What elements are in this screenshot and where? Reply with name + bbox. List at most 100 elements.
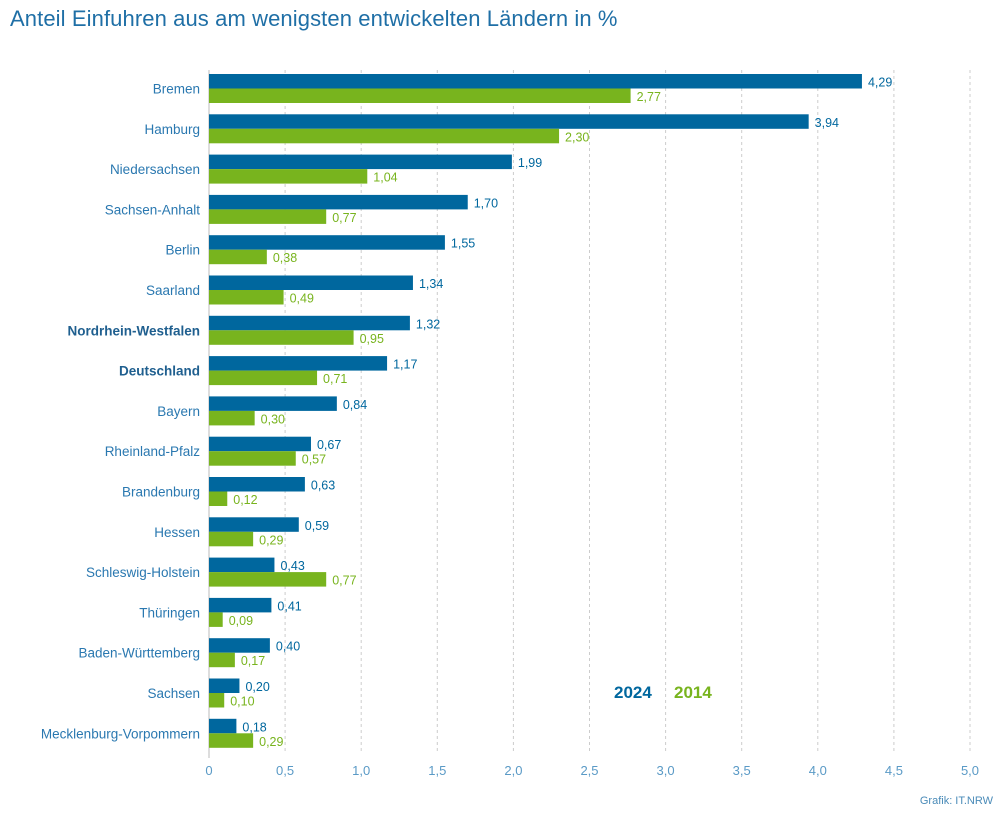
x-tick-label: 5,0 <box>961 763 979 778</box>
bar-2024 <box>209 315 410 331</box>
data-label-2024: 0,43 <box>280 559 304 573</box>
data-label-2024: 1,70 <box>474 196 498 210</box>
x-tick-label: 3,0 <box>657 763 675 778</box>
bar-2024 <box>209 154 512 170</box>
data-label-2024: 0,63 <box>311 479 335 493</box>
x-tick-label: 4,5 <box>885 763 903 778</box>
data-label-2014: 0,29 <box>259 735 283 749</box>
bar-2024 <box>209 597 272 613</box>
bar-2014 <box>209 370 318 386</box>
x-tick-label: 1,0 <box>352 763 370 778</box>
bar-2014 <box>209 330 354 345</box>
data-label-2014: 0,12 <box>233 493 257 507</box>
data-label-2024: 1,32 <box>416 317 440 331</box>
bar-2024 <box>209 396 337 411</box>
category-label: Nordrhein-Westfalen <box>67 323 200 338</box>
bar-2014 <box>209 410 255 426</box>
category-label: Hessen <box>154 525 200 540</box>
category-label: Bayern <box>157 404 200 419</box>
bar-2024 <box>209 678 240 693</box>
data-label-2024: 1,55 <box>451 237 475 251</box>
category-label: Berlin <box>165 243 200 258</box>
legend-item-2014: 2014 <box>674 683 712 702</box>
category-label: Thüringen <box>139 605 200 620</box>
x-tick-label: 1,5 <box>428 763 446 778</box>
data-label-2014: 0,95 <box>360 332 384 346</box>
x-tick-label: 3,5 <box>733 763 751 778</box>
bar-2014 <box>209 249 267 265</box>
data-label-2024: 1,99 <box>518 156 542 170</box>
bar-2014 <box>209 572 327 587</box>
chart-title: Anteil Einfuhren aus am wenigsten entwic… <box>10 6 618 31</box>
bar-2024 <box>209 517 299 532</box>
category-label: Sachsen-Anhalt <box>105 202 201 217</box>
category-label: Mecklenburg-Vorpommern <box>41 726 200 741</box>
legend-item-2024: 2024 <box>614 683 652 702</box>
category-label: Rheinland-Pfalz <box>105 444 201 459</box>
x-tick-label: 4,0 <box>809 763 827 778</box>
category-label: Brandenburg <box>122 485 200 500</box>
data-label-2024: 3,94 <box>815 116 839 130</box>
data-label-2014: 0,17 <box>241 654 265 668</box>
category-label: Schleswig-Holstein <box>86 565 200 580</box>
bar-2014 <box>209 531 254 547</box>
data-label-2014: 0,57 <box>302 453 326 467</box>
bar-2024 <box>209 114 809 129</box>
data-label-2024: 1,17 <box>393 358 417 372</box>
bar-2024 <box>209 718 237 734</box>
bar-2024 <box>209 477 305 492</box>
bar-2024 <box>209 74 862 89</box>
data-label-2024: 4,29 <box>868 76 892 90</box>
category-label: Saarland <box>146 283 200 298</box>
data-label-2024: 0,67 <box>317 438 341 452</box>
data-label-2024: 0,41 <box>277 599 301 613</box>
category-label: Sachsen <box>147 686 200 701</box>
category-label: Bremen <box>153 82 200 97</box>
category-label: Niedersachsen <box>110 162 200 177</box>
data-label-2014: 2,77 <box>637 90 661 104</box>
x-tick-label: 2,5 <box>580 763 598 778</box>
bar-2024 <box>209 275 413 290</box>
source-credit: Grafik: IT.NRW <box>919 795 993 807</box>
bar-2024 <box>209 436 311 452</box>
data-label-2014: 0,30 <box>261 412 285 426</box>
bar-2014 <box>209 290 284 305</box>
bar-2014 <box>209 451 296 466</box>
bar-2024 <box>209 557 275 573</box>
data-label-2014: 0,29 <box>259 533 283 547</box>
data-label-2024: 0,84 <box>343 398 367 412</box>
data-label-2024: 0,59 <box>305 519 329 533</box>
bar-2024 <box>209 194 468 210</box>
data-label-2014: 1,04 <box>373 171 397 185</box>
x-tick-label: 0 <box>205 763 212 778</box>
bar-2014 <box>209 491 228 506</box>
bar-2014 <box>209 88 631 103</box>
bar-2014 <box>209 612 223 627</box>
data-label-2024: 0,40 <box>276 640 300 654</box>
data-label-2024: 1,34 <box>419 277 443 291</box>
bar-2014 <box>209 693 225 708</box>
category-label: Baden-Württemberg <box>78 646 200 661</box>
data-label-2014: 0,77 <box>332 574 356 588</box>
x-tick-label: 0,5 <box>276 763 294 778</box>
bar-2014 <box>209 733 254 748</box>
data-label-2024: 0,18 <box>242 720 266 734</box>
bar-2014 <box>209 652 235 668</box>
bar-2014 <box>209 209 327 224</box>
data-label-2014: 0,77 <box>332 211 356 225</box>
bar-2024 <box>209 638 270 653</box>
bar-2024 <box>209 356 388 371</box>
bar-2014 <box>209 169 368 184</box>
x-tick-label: 2,0 <box>504 763 522 778</box>
category-label: Deutschland <box>119 364 200 379</box>
category-label: Hamburg <box>144 122 200 137</box>
data-label-2014: 0,38 <box>273 251 297 265</box>
bar-2014 <box>209 128 560 144</box>
data-label-2014: 0,71 <box>323 372 347 386</box>
data-label-2024: 0,20 <box>245 680 269 694</box>
data-label-2014: 0,10 <box>230 695 254 709</box>
data-label-2014: 2,30 <box>565 130 589 144</box>
data-label-2014: 0,09 <box>229 614 253 628</box>
bar-2024 <box>209 235 445 250</box>
